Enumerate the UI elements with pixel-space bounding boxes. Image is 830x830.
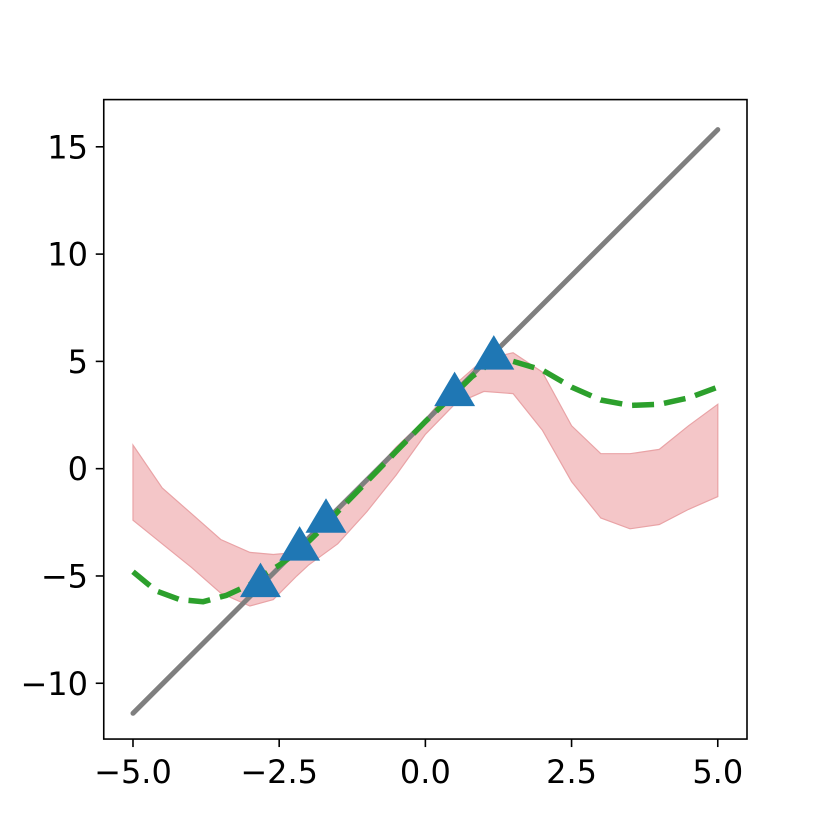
- y-tick-label: 0: [68, 450, 88, 488]
- confidence-band-layer: [132, 352, 719, 607]
- x-axis-ticks: −5.0 −2.5 0.0 2.5 5.0: [94, 739, 743, 791]
- y-tick-label: −5: [41, 557, 88, 595]
- x-tick-label: 5.0: [692, 753, 743, 791]
- triangle-marker: [473, 335, 515, 370]
- y-axis-ticks: −10 −5 0 5 10 15: [20, 128, 104, 703]
- confidence-band: [132, 352, 719, 607]
- y-tick-label: 15: [47, 128, 88, 166]
- triangle-marker: [279, 526, 321, 561]
- x-tick-label: −5.0: [94, 753, 172, 791]
- dashed-series-line: [131, 358, 719, 605]
- y-tick-label: −10: [20, 665, 88, 703]
- x-tick-label: −2.5: [240, 753, 318, 791]
- marker-layer: [240, 335, 515, 598]
- y-tick-label: 10: [47, 236, 88, 274]
- y-tick-label: 5: [68, 343, 88, 381]
- line-layer: [130, 127, 721, 716]
- x-tick-label: 2.5: [546, 753, 597, 791]
- triangle-marker: [434, 371, 476, 407]
- triangle-marker: [240, 562, 281, 598]
- triangle-marker: [305, 498, 347, 533]
- x-tick-label: 0.0: [400, 753, 451, 791]
